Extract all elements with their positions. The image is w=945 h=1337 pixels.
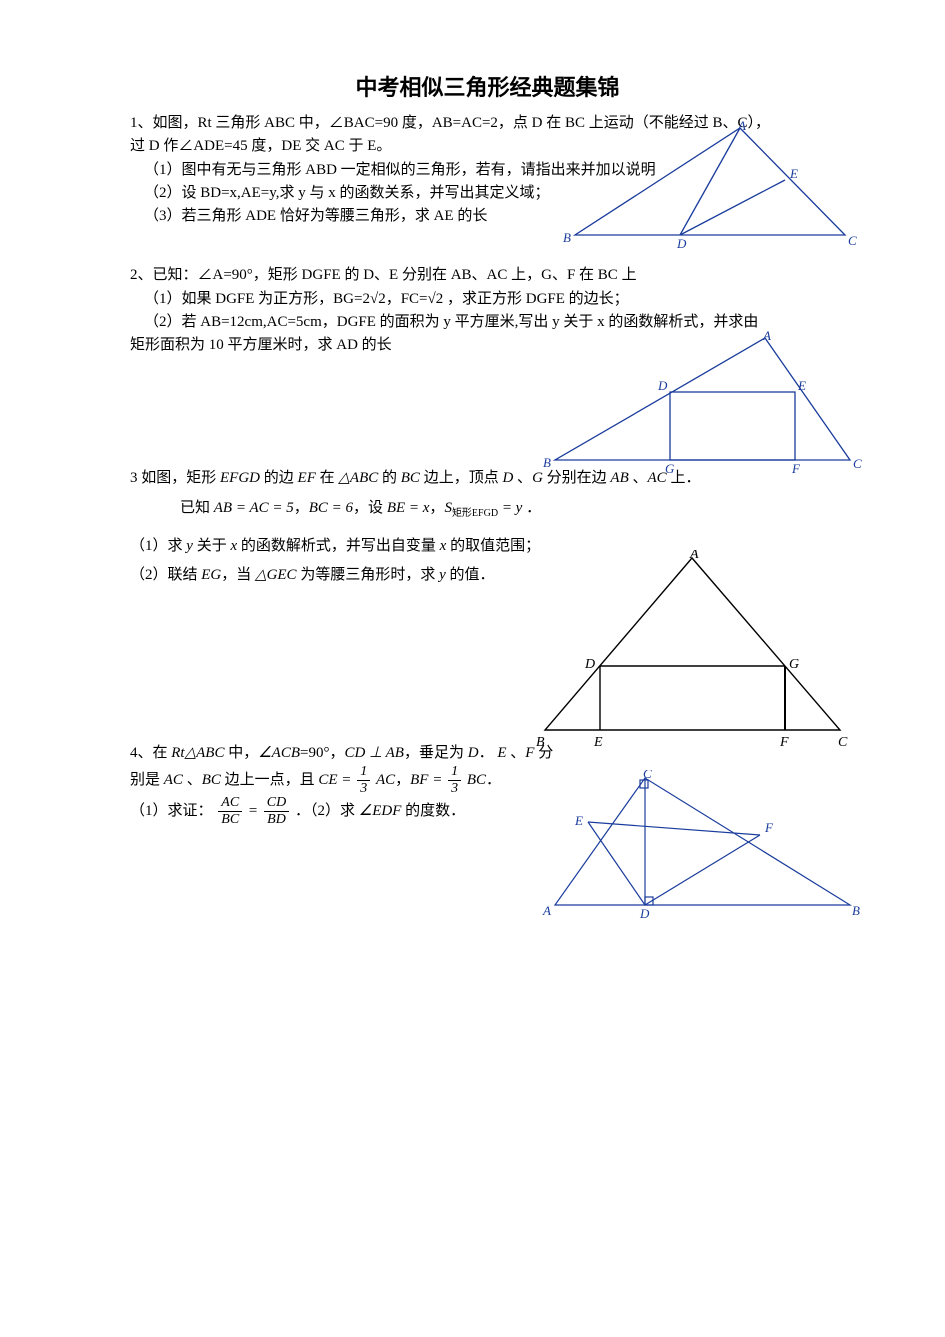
diagram-label-C: C (853, 456, 862, 471)
q1-part1: （1）图中有无与三角形 ABD 一定相似的三角形，若有，请指出来并加以说明 (144, 159, 845, 182)
q1-part2: （2）设 BD=x,AE=y,求 y 与 x 的函数关系，并写出其定义域； (144, 182, 845, 205)
q2-line1: 2、已知：∠A=90°，矩形 DGFE 的 D、E 分别在 AB、AC 上，G、… (130, 264, 845, 287)
q1-line1: 1、如图，Rt 三角形 ABC 中，∠BAC=90 度，AB=AC=2，点 D … (130, 112, 845, 135)
diagram-label-C: C (848, 233, 857, 248)
diagram-label-A: A (542, 903, 551, 918)
q3-line1: 3 如图，矩形 EFGD 的边 EF 在 △ABC 的 BC 边上，顶点 D 、… (130, 467, 845, 490)
q3-part2: （2）联结 EG，当 △GEC 为等腰三角形时，求 y 的值． (130, 564, 845, 587)
diagram-label-D: D (639, 906, 650, 920)
q2-part3: 矩形面积为 10 平方厘米时，求 AD 的长 (130, 334, 845, 357)
q1-line2: 过 D 作∠ADE=45 度，DE 交 AC 于 E。 (130, 135, 845, 158)
q2-part1: （1）如果 DGFE 为正方形，BG=2√2，FC=√2 ，求正方形 DGFE … (144, 288, 845, 311)
q4-line2: 别是 AC 、BC 边上一点，且 CE = 13 AC，BF = 13 BC． (130, 765, 845, 796)
q1-part3: （3）若三角形 ADE 恰好为等腰三角形，求 AE 的长 (144, 205, 845, 228)
q4-part1: （1）求证： ACBC = CDBD ．（2）求 ∠EDF 的度数． (130, 796, 845, 827)
q4-line1: 4、在 Rt△ABC 中，∠ACB=90°，CD ⊥ AB，垂足为 D． E 、… (130, 742, 845, 765)
page: 中考相似三角形经典题集锦 1、如图，Rt 三角形 ABC 中，∠BAC=90 度… (0, 0, 945, 877)
diagram-label-B: B (852, 903, 860, 918)
q3-line2: 已知 AB = AC = 5，BC = 6，设 BE = x，S矩形EFGD =… (180, 497, 845, 522)
q3-part1: （1）求 y 关于 x 的函数解析式，并写出自变量 x 的取值范围； (130, 535, 845, 558)
q2-part2: （2）若 AB=12cm,AC=5cm，DGFE 的面积为 y 平方厘米,写出 … (144, 311, 845, 334)
page-title: 中考相似三角形经典题集锦 (130, 70, 845, 102)
